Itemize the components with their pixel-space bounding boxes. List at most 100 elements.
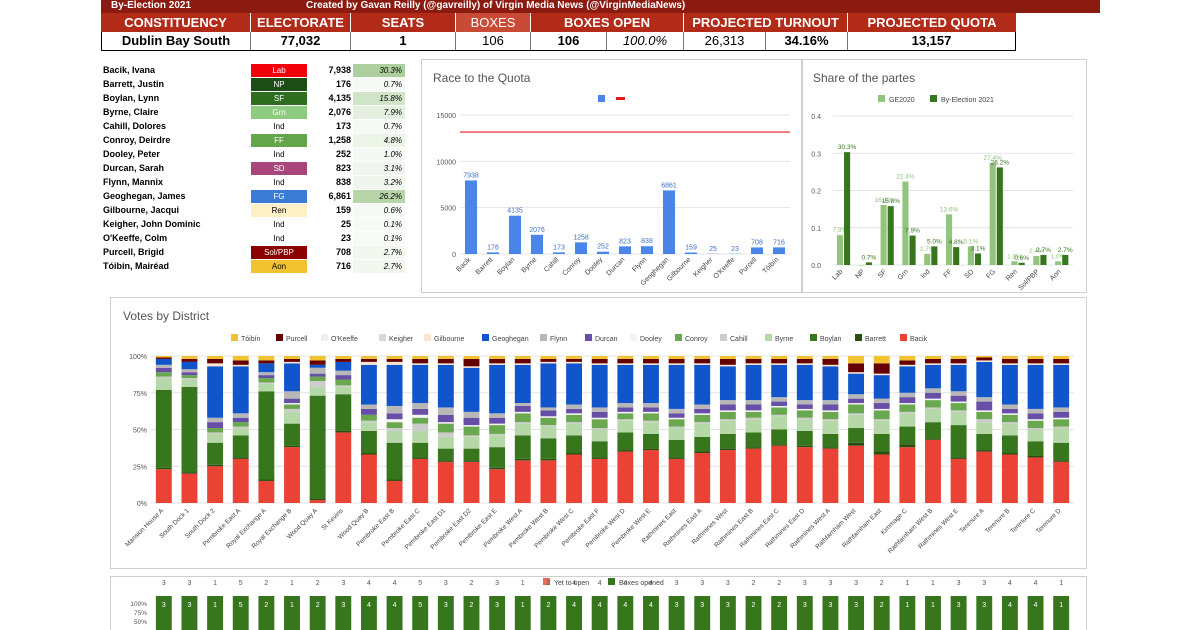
party-badge: Ind <box>273 234 285 243</box>
district-segment <box>489 447 506 468</box>
district-segment <box>566 422 582 424</box>
boxes-count-label: 3 <box>957 580 961 587</box>
candidate-row: Tóibín, Mairéad Aon 716 2.7% <box>103 260 415 274</box>
share-legend-label: GE2020 <box>889 97 915 104</box>
district-segment <box>873 356 890 364</box>
district-segment <box>950 363 967 365</box>
boxes-value: 106 <box>456 32 531 50</box>
share-bar <box>974 253 982 265</box>
district-segment <box>976 356 993 358</box>
district-segment <box>181 473 198 503</box>
party-badge: Ind <box>273 122 285 131</box>
district-segment <box>437 363 454 365</box>
district-segment <box>950 356 967 359</box>
district-segment <box>950 391 967 396</box>
district-legend-swatch <box>810 334 817 341</box>
district-segment <box>463 417 480 426</box>
district-segment <box>591 363 608 365</box>
share-data-label: 13.6% <box>940 206 959 213</box>
share-legend-swatch <box>878 95 885 102</box>
boxes-bar <box>360 596 377 630</box>
district-segment <box>309 395 326 499</box>
boxes-bar-label: 4 <box>649 602 653 609</box>
district-segment <box>514 358 531 364</box>
share-xtick-label: Grn <box>897 268 910 281</box>
district-segment <box>284 391 300 399</box>
race-xtick-label: Flynn <box>631 256 648 273</box>
district-segment <box>873 373 890 376</box>
district-segment <box>566 435 582 454</box>
district-segment <box>386 361 403 365</box>
boxes-count-label: 3 <box>188 580 192 587</box>
race-bar <box>508 215 522 254</box>
share-xtick-label: Lab <box>831 268 844 281</box>
district-segment <box>719 364 736 367</box>
district-segment <box>694 451 711 454</box>
race-chart-title: Race to the Quota <box>433 71 531 85</box>
boxes-legend-swatch <box>608 578 615 585</box>
district-segment <box>335 358 352 362</box>
share-chart-title: Share of the partes <box>813 71 916 85</box>
district-segment <box>258 480 275 503</box>
district-segment <box>796 417 813 420</box>
district-legend-swatch <box>231 334 238 341</box>
race-data-label: 7938 <box>463 172 479 179</box>
district-segment <box>463 411 480 418</box>
race-legend-quota-swatch <box>616 97 625 100</box>
district-segment <box>540 426 557 439</box>
district-segment <box>925 356 941 359</box>
party-badge: Ren <box>251 204 307 217</box>
race-data-label: 25 <box>709 246 717 253</box>
district-segment <box>207 464 224 467</box>
title-bar: By-Election 2021 Created by Gavan Reilly… <box>101 0 1100 13</box>
district-segment <box>540 416 557 418</box>
district-segment <box>591 364 608 408</box>
col-projected-quota: PROJECTED QUOTA <box>867 15 997 30</box>
boxes-bar-label: 3 <box>162 602 166 609</box>
district-segment <box>591 417 608 420</box>
subtitle: By-Election 2021 <box>111 0 192 11</box>
boxes-bar <box>437 596 454 630</box>
party-badge: FG <box>251 190 307 203</box>
candidate-name: Tóibín, Mairéad <box>103 261 170 271</box>
district-segment <box>360 364 377 405</box>
district-segment <box>694 404 711 409</box>
district-segment <box>719 419 736 421</box>
district-segment <box>258 382 275 384</box>
candidate-name: Keigher, John Dominic <box>103 219 201 229</box>
candidate-pct: 0.7% <box>353 120 405 133</box>
race-data-label: 1258 <box>573 234 589 241</box>
district-segment <box>463 460 480 462</box>
candidate-name: Gilbourne, Jacqui <box>103 205 180 215</box>
col-seats: SEATS <box>351 13 456 32</box>
candidate-pct: 0.1% <box>353 232 405 245</box>
district-segment <box>284 363 300 392</box>
boxes-bar-label: 4 <box>1034 602 1038 609</box>
district-segment <box>694 422 711 424</box>
district-segment <box>360 414 377 421</box>
candidate-votes: 6,861 <box>328 191 351 201</box>
district-segment <box>1027 358 1044 364</box>
district-segment <box>694 363 711 365</box>
district-segment <box>643 450 659 503</box>
district-segment <box>181 386 198 473</box>
boxes-bar <box>155 596 172 630</box>
share-data-label: 2.7% <box>1036 247 1051 254</box>
race-xtick-label: O'Keeffe <box>712 256 736 280</box>
district-segment <box>617 432 634 451</box>
district-segment <box>745 363 762 365</box>
district-segment <box>617 450 634 452</box>
district-segment <box>822 400 839 405</box>
district-segment <box>745 417 762 420</box>
district-xtick-label: Rathfarnham West B <box>887 507 935 555</box>
district-legend-label: O'Keeffe <box>331 336 358 343</box>
district-segment <box>566 361 582 364</box>
district-segment <box>566 408 582 414</box>
party-badge: SD <box>251 162 307 175</box>
race-xtick-label: Dooley <box>584 256 605 277</box>
district-segment <box>309 367 326 374</box>
share-bar <box>880 205 887 265</box>
district-segment <box>950 425 967 458</box>
district-segment <box>489 417 506 424</box>
district-segment <box>899 392 916 398</box>
